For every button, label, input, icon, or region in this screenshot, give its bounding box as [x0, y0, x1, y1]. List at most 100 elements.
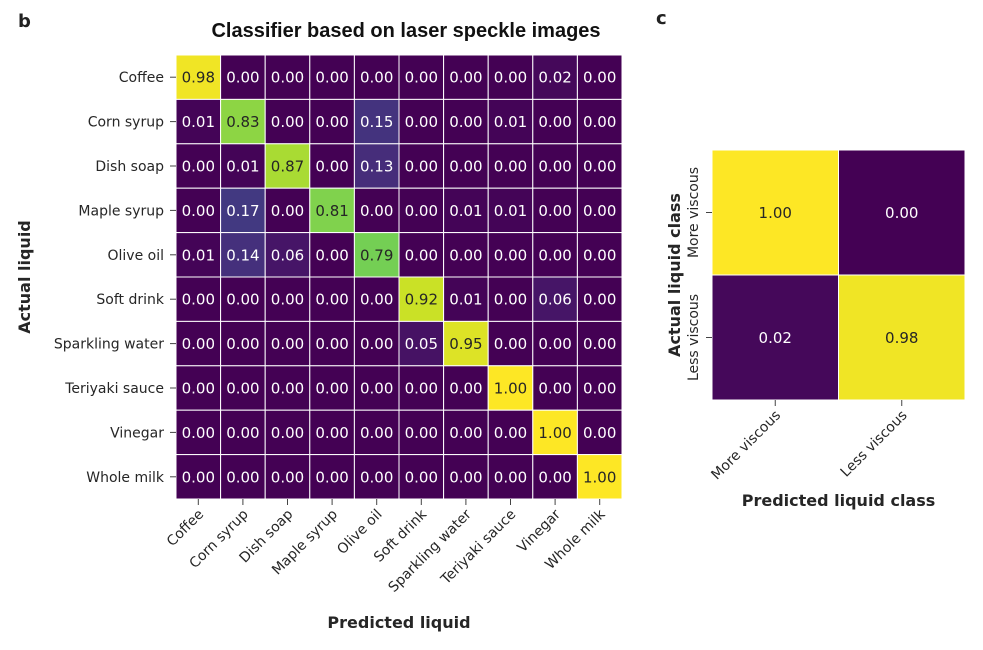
matrix-b-cell-label-3-4: 0.00	[360, 202, 393, 220]
matrix-b-cell-label-7-1: 0.00	[226, 380, 259, 398]
matrix-b-cell-5-8	[532, 276, 578, 322]
matrix-b-ytick-label-coffee: Coffee	[119, 70, 164, 86]
matrix-b-cell-label-2-3: 0.00	[315, 158, 348, 176]
matrix-b-xtick-label-teriyaki-sauce: Teriyaki sauce	[437, 507, 519, 589]
matrix-b-cell-label-0-1: 0.00	[226, 69, 259, 87]
matrix-b-cell-label-3-3: 0.81	[315, 202, 348, 220]
matrix-c-cell-1-1	[838, 274, 966, 401]
matrix-b-cell-5-4	[353, 276, 400, 322]
matrix-b-cell-0-0	[175, 54, 222, 100]
matrix-b-ytick-label-teriyaki-sauce: Teriyaki sauce	[64, 381, 164, 397]
matrix-b-cell-7-6	[443, 365, 489, 411]
matrix-b-cell-4-7	[487, 232, 534, 278]
matrix-b-cell-7-3	[309, 365, 355, 411]
matrix-b-cell-label-7-5: 0.00	[405, 380, 438, 398]
matrix-b-cell-6-9	[576, 320, 623, 367]
matrix-b-cell-label-1-2: 0.00	[271, 113, 304, 131]
matrix-b-cell-3-5	[398, 187, 445, 234]
matrix-b-cell-0-1	[220, 54, 266, 100]
matrix-b-cell-label-4-0: 0.01	[182, 246, 215, 264]
matrix-b-cell-label-8-3: 0.00	[315, 424, 348, 442]
matrix-b-cell-label-7-3: 0.00	[315, 380, 348, 398]
matrix-b-cell-label-5-9: 0.00	[583, 291, 616, 309]
matrix-b-cell-3-8	[532, 187, 578, 234]
matrix-b-cell-label-0-8: 0.02	[538, 69, 571, 87]
matrix-b-cell-4-2	[264, 232, 311, 278]
matrix-b-cell-label-6-4: 0.00	[360, 335, 393, 353]
matrix-b-cell-7-7	[487, 365, 534, 411]
matrix-c-cell-1-0	[711, 274, 839, 401]
matrix-c-y-axis-label: Actual liquid class	[665, 193, 684, 357]
matrix-b-cell-8-2	[264, 409, 311, 456]
matrix-b-cell-label-7-7: 1.00	[494, 380, 527, 398]
matrix-b-cell-label-6-3: 0.00	[315, 335, 348, 353]
matrix-b-cell-label-2-2: 0.87	[271, 158, 304, 176]
matrix-b-cell-label-1-1: 0.83	[226, 113, 259, 131]
matrix-b-cell-label-4-3: 0.00	[315, 246, 348, 264]
matrix-b-cell-2-0	[175, 143, 222, 189]
matrix-b-cell-label-2-9: 0.00	[583, 158, 616, 176]
matrix-b-cell-label-4-2: 0.06	[271, 246, 304, 264]
matrix-c-ytick-label-more-viscous: More viscous	[686, 167, 702, 258]
matrix-b-cell-4-1	[220, 232, 266, 278]
matrix-b-cell-label-1-6: 0.00	[449, 113, 482, 131]
matrix-b-cell-3-0	[175, 187, 222, 234]
matrix-b-cell-label-3-9: 0.00	[583, 202, 616, 220]
matrix-b-cell-9-4	[353, 454, 400, 500]
matrix-b-cell-label-1-0: 0.01	[182, 113, 215, 131]
matrix-b-cell-label-5-2: 0.00	[271, 291, 304, 309]
matrix-b-ytick-label-vinegar: Vinegar	[110, 425, 164, 441]
confusion-matrix-liquids: 0.98 0.00 0.00 0.00 0.00 0.00 0.00 0.00 0.02 0.00…	[15, 54, 623, 632]
matrix-b-cell-label-1-5: 0.00	[405, 113, 438, 131]
matrix-c-cell-label-1-0: 0.02	[759, 329, 792, 347]
matrix-b-cell-label-0-6: 0.00	[449, 69, 482, 87]
matrix-c-cell-label-0-1: 0.00	[885, 204, 918, 222]
matrix-b-cell-label-9-7: 0.00	[494, 468, 527, 486]
matrix-b-cell-0-9	[576, 54, 623, 100]
matrix-b-cell-label-7-9: 0.00	[583, 380, 616, 398]
matrix-b-cell-4-4	[353, 232, 400, 278]
matrix-b-cell-2-7	[487, 143, 534, 189]
matrix-c-x-axis-label: Predicted liquid class	[742, 491, 936, 510]
matrix-b-cell-label-4-5: 0.00	[405, 246, 438, 264]
matrix-b-ytick-label-corn-syrup: Corn syrup	[88, 115, 164, 131]
matrix-b-cell-label-7-0: 0.00	[182, 380, 215, 398]
matrix-b-cell-label-1-9: 0.00	[583, 113, 616, 131]
matrix-b-cell-7-5	[398, 365, 445, 411]
matrix-b-cell-9-7	[487, 454, 534, 500]
matrix-b-cell-9-8	[532, 454, 578, 500]
matrix-b-cell-5-2	[264, 276, 311, 322]
matrix-b-cell-label-9-6: 0.00	[449, 468, 482, 486]
matrix-b-y-axis-label: Actual liquid	[15, 220, 34, 334]
matrix-b-cell-1-1	[220, 98, 266, 145]
matrix-b-cell-9-9	[576, 454, 623, 500]
matrix-b-cell-label-2-5: 0.00	[405, 158, 438, 176]
matrix-b-cell-label-6-9: 0.00	[583, 335, 616, 353]
matrix-b-cell-6-8	[532, 320, 578, 367]
matrix-b-cell-label-1-7: 0.01	[494, 113, 527, 131]
matrix-b-cell-8-9	[576, 409, 623, 456]
matrix-b-cell-label-8-8: 1.00	[538, 424, 571, 442]
matrix-b-cell-label-3-5: 0.00	[405, 202, 438, 220]
matrix-b-cell-6-3	[309, 320, 355, 367]
matrix-b-x-axis-label: Predicted liquid	[327, 613, 470, 632]
matrix-b-cell-4-8	[532, 232, 578, 278]
matrix-b-cell-label-0-0: 0.98	[182, 69, 215, 87]
matrix-c-xtick-label-less-viscous: Less viscous	[838, 408, 911, 481]
matrix-b-cell-2-2	[264, 143, 311, 189]
matrix-b-cell-7-4	[353, 365, 400, 411]
matrix-b-cell-label-6-8: 0.00	[538, 335, 571, 353]
matrix-b-cell-label-3-8: 0.00	[538, 202, 571, 220]
matrix-b-cell-label-0-3: 0.00	[315, 69, 348, 87]
matrix-b-cell-5-3	[309, 276, 355, 322]
matrix-b-cell-7-9	[576, 365, 623, 411]
matrix-b-cell-label-9-4: 0.00	[360, 468, 393, 486]
matrix-b-cell-label-8-7: 0.00	[494, 424, 527, 442]
confusion-matrix-viscosity: 1.00 0.00 0.02 0.98 More viscous Less viscous…	[665, 149, 966, 510]
matrix-b-cell-label-8-6: 0.00	[449, 424, 482, 442]
matrix-b-cell-label-5-8: 0.06	[538, 291, 571, 309]
matrix-b-cell-label-4-9: 0.00	[583, 246, 616, 264]
matrix-b-cell-label-1-8: 0.00	[538, 113, 571, 131]
matrix-b-cell-label-5-5: 0.92	[405, 291, 438, 309]
